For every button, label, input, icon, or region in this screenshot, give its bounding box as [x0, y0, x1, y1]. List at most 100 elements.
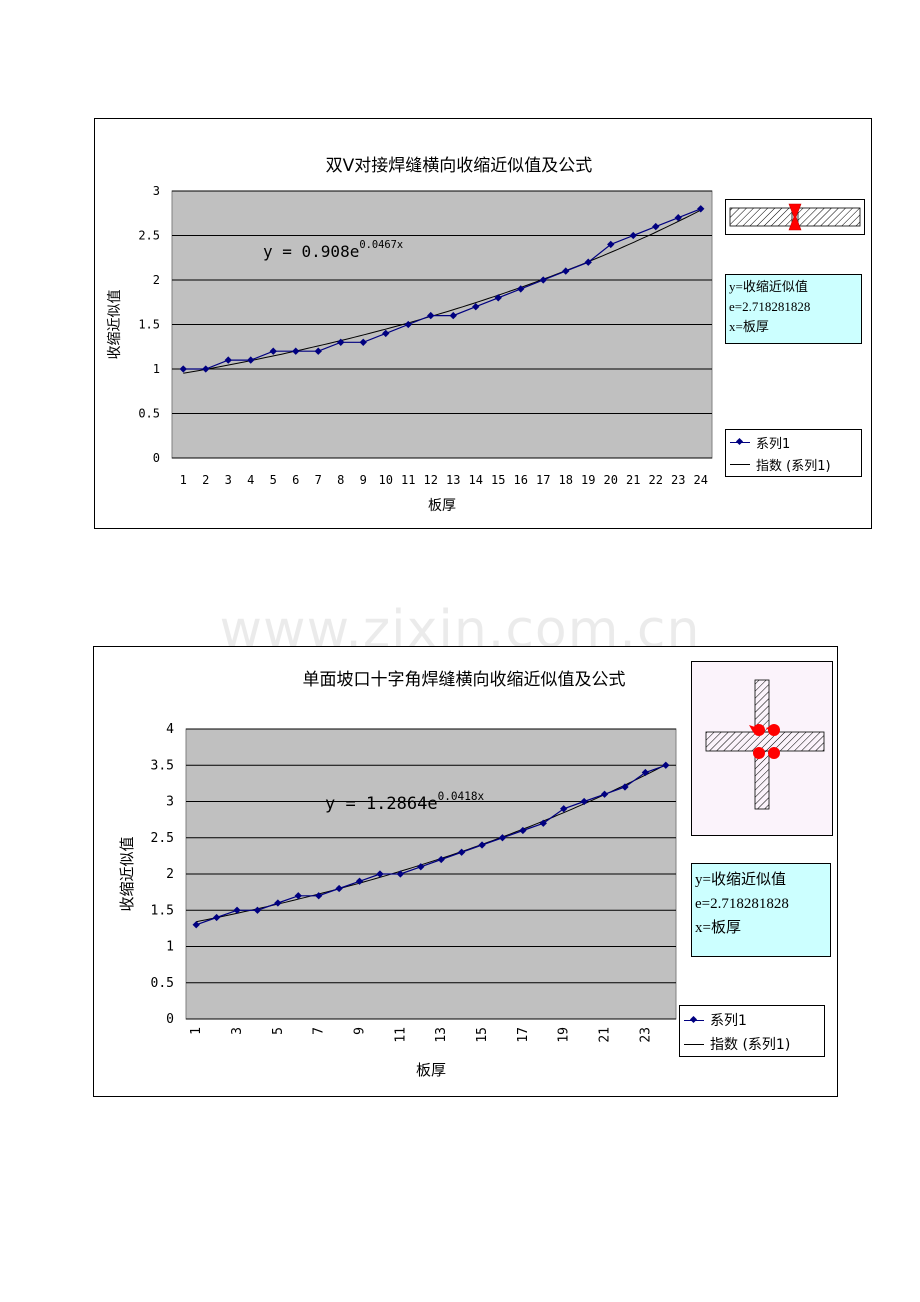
series-line: [195, 764, 666, 926]
trendline-equation: y = 0.908e0.0467x: [263, 239, 403, 261]
data-point: [202, 365, 210, 373]
cruciform-weld-icon: [705, 679, 825, 810]
y-tick-label: 3: [166, 795, 174, 810]
y-tick-label: 0.5: [151, 976, 174, 991]
x-axis-label: 板厚: [428, 498, 456, 514]
series-marker-icon: [684, 1019, 704, 1021]
trendline-marker-icon: [684, 1043, 704, 1045]
y-tick-label: 4: [166, 722, 174, 737]
x-tick-label: 13: [446, 473, 460, 487]
chart-1-legend: 系列1 指数 (系列1): [725, 429, 862, 477]
info-y-def: y=收缩近似值: [695, 872, 786, 888]
legend-trendline: 指数 (系列1): [710, 1037, 791, 1053]
data-point: [247, 356, 255, 364]
trendline-marker-icon: [730, 464, 750, 465]
equation-base: y = 1.2864e: [325, 794, 438, 814]
x-tick-label: 3: [230, 1027, 245, 1035]
x-tick-label: 1: [189, 1027, 204, 1035]
x-tick-label: 8: [337, 473, 344, 487]
x-tick-label: 11: [401, 473, 415, 487]
y-tick-label: 2: [166, 867, 174, 882]
data-point: [376, 870, 384, 878]
x-tick-label: 9: [353, 1027, 368, 1035]
data-point: [621, 783, 629, 791]
butt-weld-icon: [729, 203, 861, 231]
info-y-def: y=收缩近似值: [729, 279, 808, 294]
data-point: [560, 805, 568, 813]
x-tick-label: 9: [360, 473, 367, 487]
data-point: [641, 768, 650, 777]
info-e-def: e=2.718281828: [729, 299, 811, 314]
chart-2-info-box: y=收缩近似值 e=2.718281828 x=板厚: [691, 863, 831, 957]
x-tick-label: 4: [247, 473, 254, 487]
x-tick-label: 22: [649, 473, 663, 487]
data-point: [517, 285, 525, 293]
x-tick-label: 15: [475, 1027, 490, 1043]
info-x-def: x=板厚: [695, 920, 741, 936]
x-tick-label: 19: [557, 1027, 572, 1043]
chart-1-info-box: y=收缩近似值 e=2.718281828 x=板厚: [725, 274, 862, 344]
data-point: [449, 311, 457, 320]
y-tick-label: 0.5: [138, 407, 160, 421]
data-point: [437, 855, 445, 864]
x-tick-label: 11: [393, 1027, 408, 1043]
x-tick-label: 14: [469, 473, 483, 487]
data-point: [359, 338, 367, 346]
x-axis-label: 板厚: [416, 1061, 446, 1079]
series-line: [183, 208, 702, 370]
legend-series: 系列1: [756, 437, 791, 452]
chart-title: 单面坡口十字角焊缝横向收缩近似值及公式: [303, 670, 626, 690]
chart-2: 单面坡口十字角焊缝横向收缩近似值及公式 0 0.5 1 1.5 2 2.5 3 3.5 4 1 3 5 7…: [93, 646, 838, 1097]
y-tick-label: 0: [153, 451, 160, 465]
data-point: [179, 365, 187, 373]
chart-1: 双V对接焊缝横向收缩近似值及公式 0 0.5 1 1.5 2 2.5 3 1 2 3 4 5 6 7 8 9 10…: [94, 118, 872, 529]
y-tick-label: 1: [153, 362, 160, 376]
x-tick-label: 2: [202, 473, 209, 487]
x-tick-label: 19: [581, 473, 595, 487]
y-tick-label: 3: [153, 184, 160, 198]
equation-exponent: 0.0467x: [359, 239, 403, 251]
y-tick-label: 0: [166, 1012, 174, 1027]
data-point: [335, 884, 343, 893]
data-point: [274, 899, 282, 907]
x-tick-label: 23: [638, 1027, 653, 1043]
data-point: [662, 761, 670, 769]
x-tick-label: 18: [559, 473, 573, 487]
equation-exponent: 0.0418x: [438, 790, 485, 803]
y-tick-label: 1: [166, 940, 174, 955]
x-tick-label: 21: [598, 1027, 613, 1043]
data-point: [629, 231, 637, 240]
chart-1-weld-diagram: [725, 199, 865, 235]
x-tick-label: 10: [379, 473, 393, 487]
x-tick-label: 13: [434, 1027, 449, 1043]
x-tick-label: 17: [536, 473, 550, 487]
y-tick-label: 1.5: [151, 903, 174, 918]
data-point: [382, 329, 390, 338]
info-x-def: x=板厚: [729, 319, 769, 334]
x-tick-label: 7: [315, 473, 322, 487]
data-point: [396, 870, 405, 878]
x-tick-label: 20: [604, 473, 618, 487]
x-tick-label: 6: [292, 473, 299, 487]
y-tick-label: 2.5: [138, 229, 160, 243]
data-point: [457, 848, 466, 856]
x-tick-label: 3: [225, 473, 232, 487]
y-axis-label: 收缩近似值: [118, 836, 136, 911]
y-tick-label: 2: [153, 273, 160, 287]
chart-2-legend: 系列1 指数 (系列1): [679, 1005, 825, 1057]
info-e-def: e=2.718281828: [695, 896, 789, 912]
y-tick-label: 2.5: [151, 831, 174, 846]
y-tick-label: 1.5: [138, 318, 160, 332]
x-tick-label: 24: [694, 473, 708, 487]
trendline: [183, 209, 702, 374]
x-tick-label: 7: [312, 1027, 327, 1035]
y-tick-label: 3.5: [151, 758, 174, 773]
x-tick-label: 15: [491, 473, 505, 487]
trendline-equation: y = 1.2864e0.0418x: [325, 790, 484, 814]
x-tick-label: 5: [271, 1027, 286, 1035]
series-marker-icon: [730, 442, 750, 443]
y-axis-label: 收缩近似值: [107, 290, 123, 360]
data-point: [337, 338, 345, 346]
